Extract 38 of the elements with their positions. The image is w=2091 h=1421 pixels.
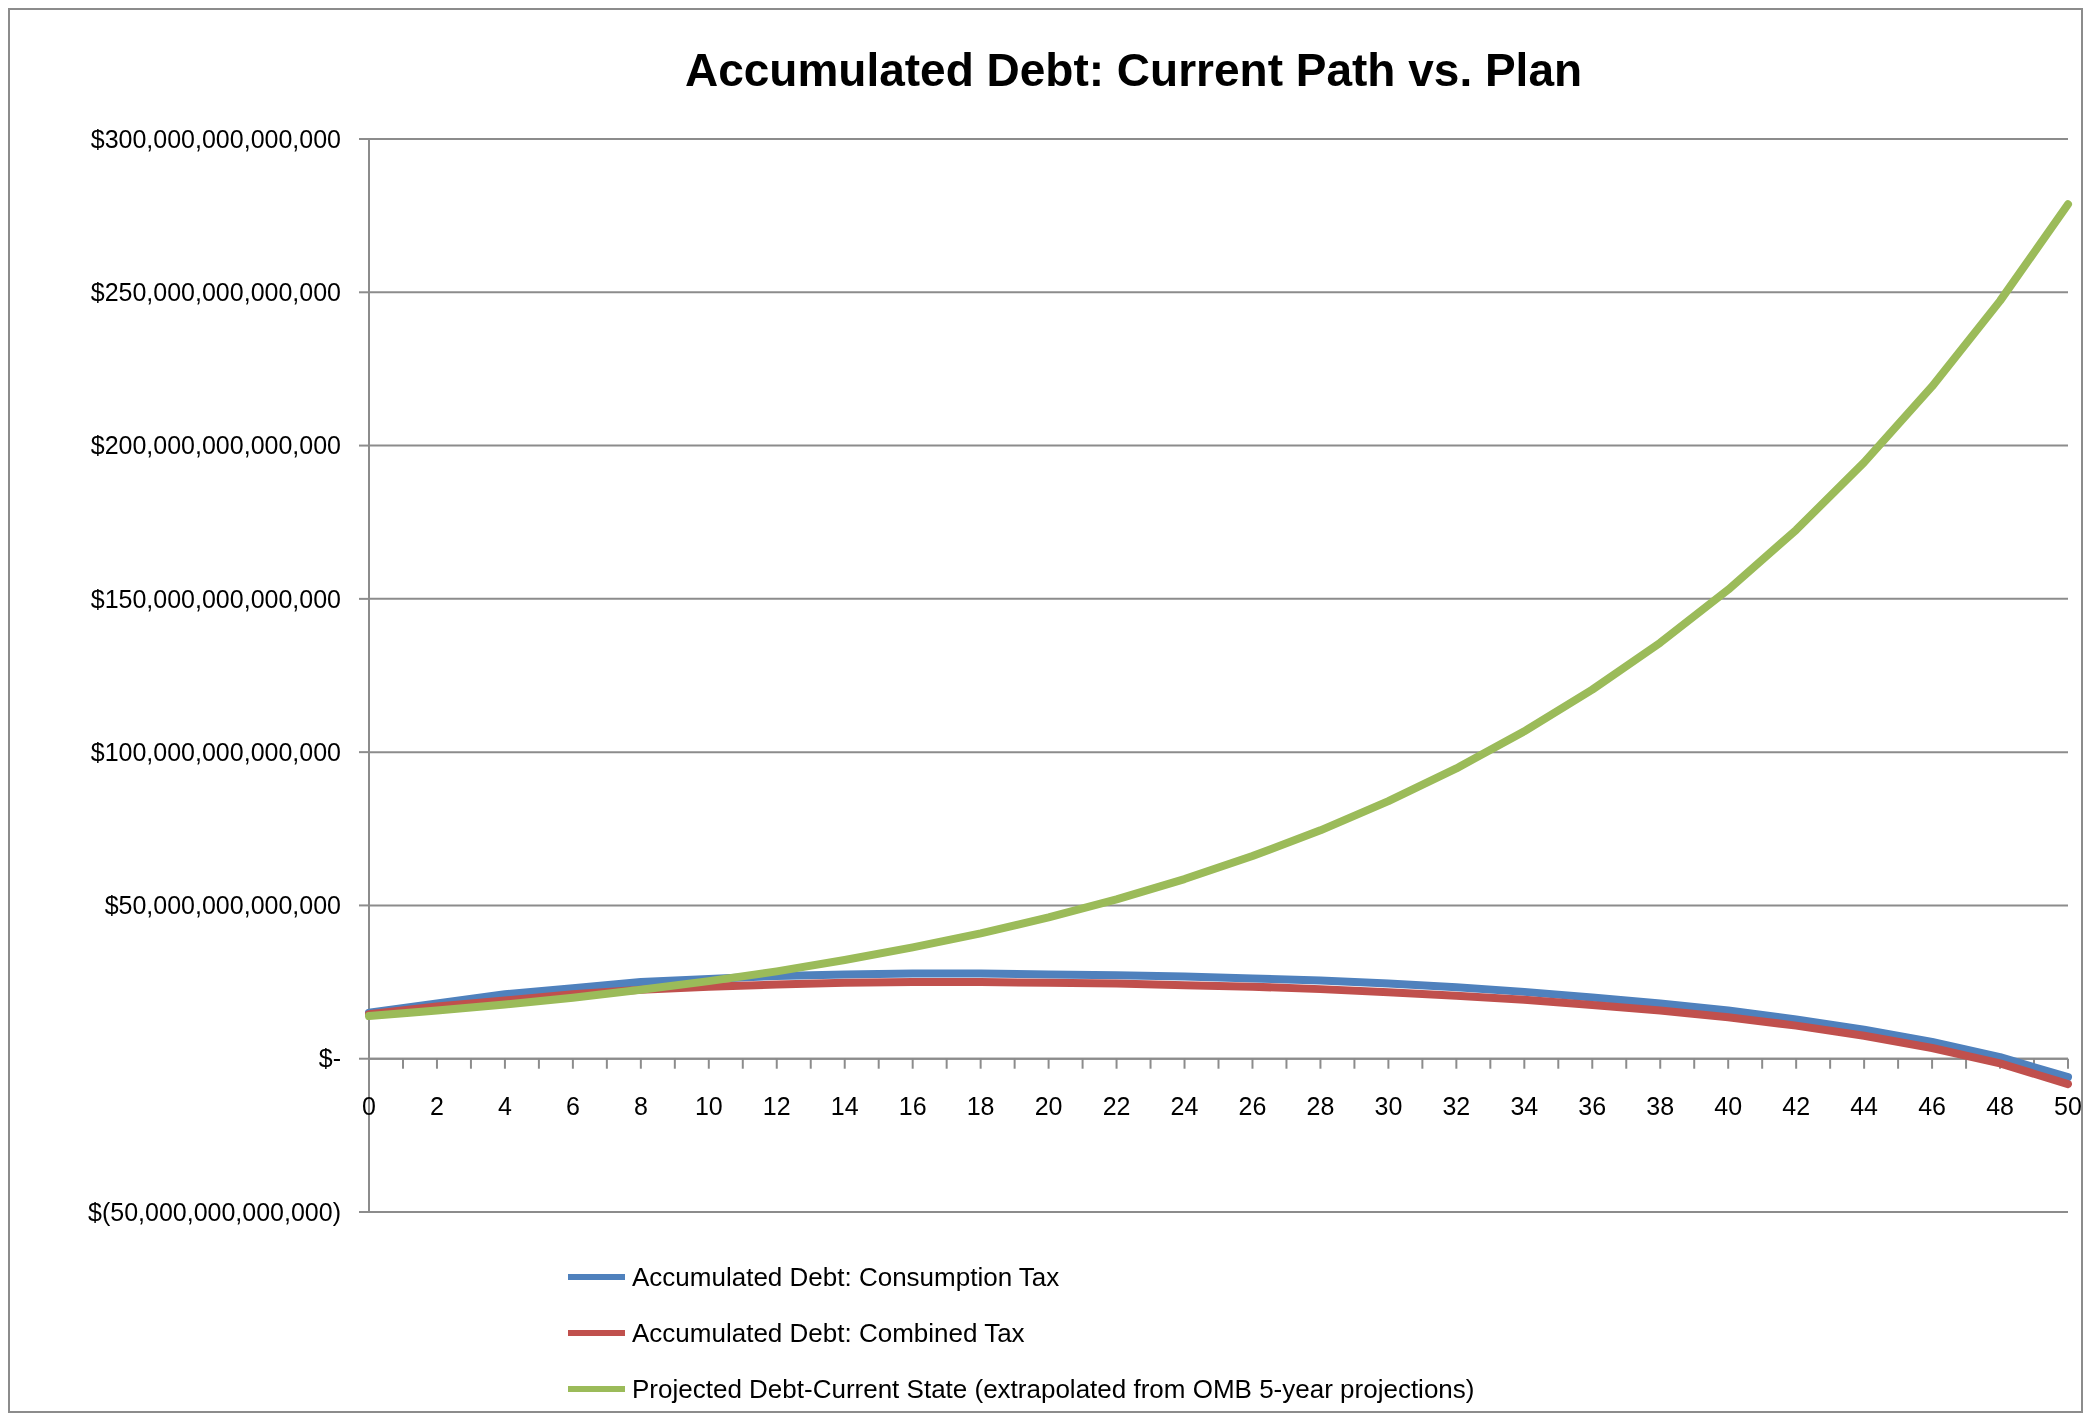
legend-label: Accumulated Debt: Combined Tax (632, 1318, 1025, 1349)
y-tick-label: $- (318, 1044, 341, 1073)
chart-title: Accumulated Debt: Current Path vs. Plan (684, 44, 1583, 96)
x-tick-label: 20 (1034, 1091, 1063, 1120)
x-tick-label: 36 (1578, 1091, 1607, 1120)
x-tick-label: 28 (1306, 1091, 1335, 1120)
x-tick-label: 24 (1170, 1091, 1199, 1120)
y-tick-label: $50,000,000,000,000 (104, 891, 341, 920)
x-tick-label: 44 (1850, 1091, 1879, 1120)
x-tick-label: 34 (1510, 1091, 1539, 1120)
x-tick-label: 8 (633, 1091, 648, 1120)
y-tick-label: $250,000,000,000,000 (90, 278, 341, 307)
y-tick-label: $200,000,000,000,000 (90, 431, 341, 460)
x-tick-label: 18 (966, 1091, 995, 1120)
x-tick-label: 50 (2054, 1091, 2082, 1120)
x-tick-label: 38 (1646, 1091, 1675, 1120)
legend-label: Accumulated Debt: Consumption Tax (632, 1262, 1060, 1293)
y-tick-label: $(50,000,000,000,000) (88, 1197, 341, 1226)
x-tick-label: 0 (362, 1091, 376, 1120)
x-tick-label: 2 (430, 1091, 444, 1120)
y-tick-label: $300,000,000,000,000 (90, 124, 341, 153)
x-tick-label: 6 (565, 1091, 580, 1120)
x-tick-label: 10 (694, 1091, 723, 1120)
x-tick-label: 12 (762, 1091, 791, 1120)
x-tick-label: 4 (497, 1091, 512, 1120)
x-tick-label: 22 (1102, 1091, 1131, 1120)
x-tick-label: 46 (1918, 1091, 1946, 1120)
x-tick-label: 16 (898, 1091, 927, 1120)
x-tick-label: 32 (1442, 1091, 1471, 1120)
legend-label: Projected Debt-Current State (extrapolated from OMB 5-year projections) (632, 1374, 1475, 1405)
x-tick-label: 30 (1374, 1091, 1403, 1120)
y-tick-label: $150,000,000,000,000 (90, 584, 341, 613)
x-tick-label: 40 (1714, 1091, 1743, 1120)
x-tick-label: 14 (830, 1091, 859, 1120)
x-tick-label: 26 (1238, 1091, 1267, 1120)
x-tick-label: 42 (1782, 1091, 1811, 1120)
y-tick-label: $100,000,000,000,000 (90, 737, 341, 766)
x-tick-label: 48 (1986, 1091, 2014, 1120)
